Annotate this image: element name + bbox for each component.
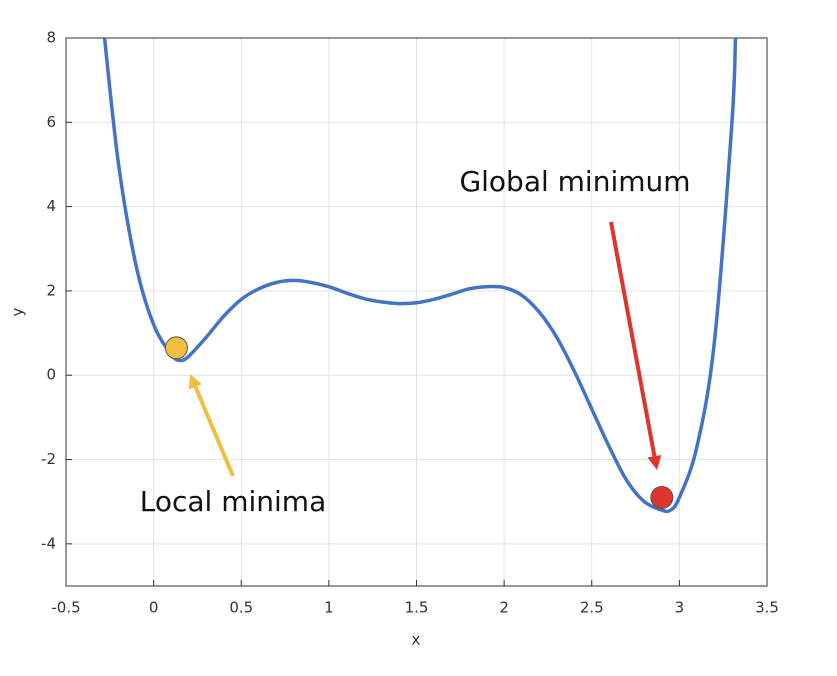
x-tick-label: 3 (675, 599, 685, 617)
y-tick-label: 4 (46, 197, 56, 215)
plot-frame (65, 37, 768, 587)
y-tick-label: -4 (41, 534, 56, 552)
y-tick-label: 8 (46, 29, 56, 47)
x-tick-label: 1.5 (405, 599, 429, 617)
x-tick-label: 1 (324, 599, 334, 617)
annotation-arrow (193, 386, 235, 477)
curve (102, 38, 738, 514)
x-tick-label: 2 (499, 599, 509, 617)
arrow-head (647, 454, 662, 470)
x-axis-label: x (412, 631, 421, 649)
x-tick-label: 0.5 (229, 599, 253, 617)
annotation: Local minima (140, 485, 326, 518)
x-tick-label: -0.5 (51, 599, 80, 617)
annotation-arrow (609, 221, 657, 457)
arrow-head (188, 374, 202, 390)
marker (650, 485, 674, 509)
y-axis-label: y (9, 307, 27, 316)
y-tick-label: 6 (46, 113, 56, 131)
annotation: Global minimum (459, 165, 690, 198)
x-tick-label: 2.5 (580, 599, 604, 617)
y-tick-label: 2 (46, 281, 56, 299)
x-tick-label: 0 (149, 599, 159, 617)
x-tick-label: 3.5 (755, 599, 779, 617)
y-tick-label: 0 (46, 366, 56, 384)
y-tick-label: -2 (41, 450, 56, 468)
marker (164, 336, 188, 360)
